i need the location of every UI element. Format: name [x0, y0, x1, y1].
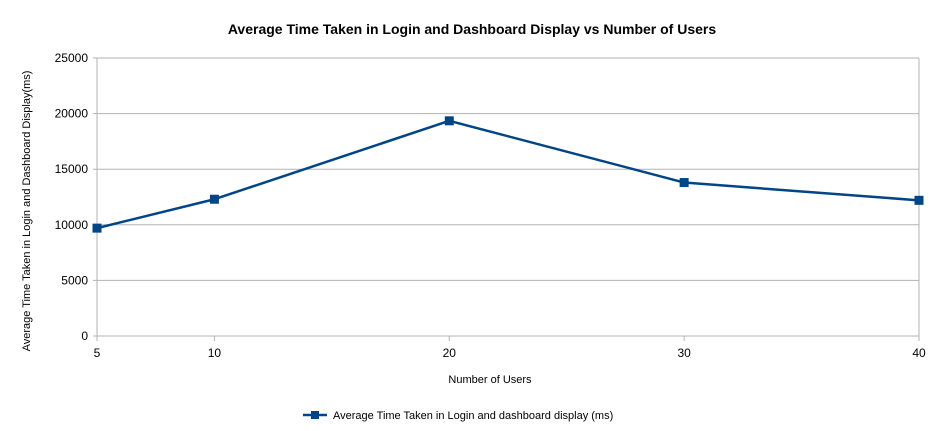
legend-label: Average Time Taken in Login and dashboar…: [333, 410, 613, 422]
series-line-0: [96, 119, 920, 230]
y-tick-label: 15000: [55, 162, 89, 176]
x-tick-label: 20: [443, 346, 457, 360]
x-axis-label: Number of Users: [448, 374, 532, 386]
x-axis-ticks: 5 10 20 30 40: [94, 336, 926, 360]
x-tick-label: 30: [677, 346, 691, 360]
data-point-5: [92, 223, 102, 233]
x-tick-label: 10: [208, 346, 222, 360]
y-tick-label: 25000: [55, 51, 89, 65]
legend: Average Time Taken in Login and dashboar…: [303, 410, 613, 422]
y-tick-label: 10000: [55, 218, 89, 232]
gridlines: [93, 57, 920, 337]
legend-marker: [311, 411, 319, 419]
data-point-40: [914, 195, 924, 205]
x-tick-label: 5: [94, 346, 101, 360]
y-axis-label: Average Time Taken in Login and Dashboar…: [21, 71, 33, 352]
x-tick-label: 40: [912, 346, 926, 360]
data-point-10: [209, 194, 219, 204]
y-tick-label: 20000: [55, 107, 89, 121]
y-axis-ticks: 0 5000 10000 15000 20000 25000: [55, 51, 89, 343]
chart-title: Average Time Taken in Login and Dashboar…: [228, 21, 717, 37]
y-tick-label: 5000: [61, 273, 88, 287]
y-tick-label: 0: [81, 329, 88, 343]
data-point-20: [444, 116, 454, 126]
plot-area: [92, 116, 924, 233]
data-point-30: [679, 178, 689, 188]
